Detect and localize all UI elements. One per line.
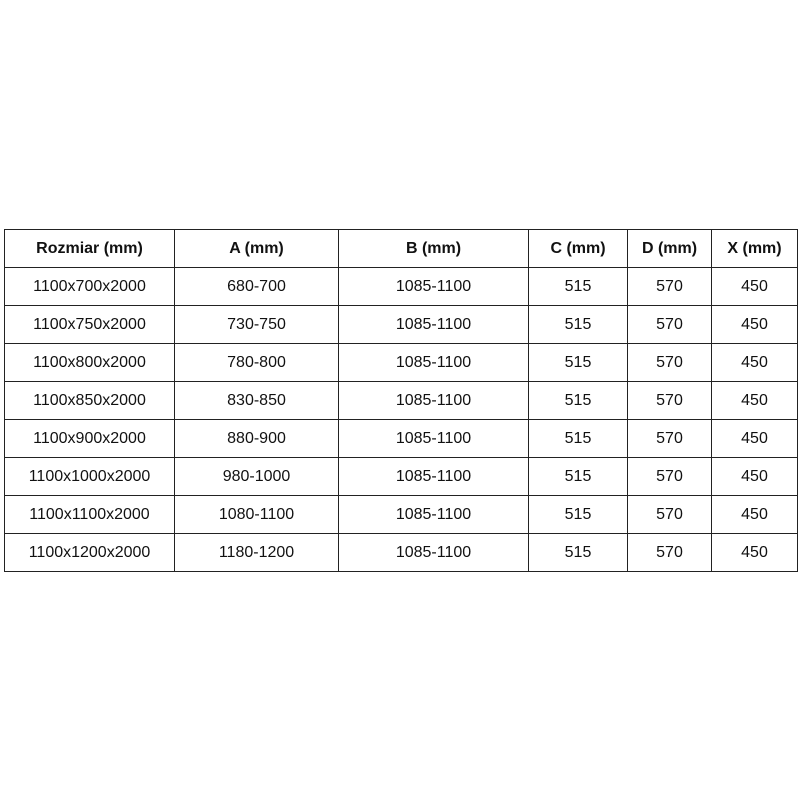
table-cell: 450 [711, 533, 798, 572]
table-cell: 1080-1100 [174, 495, 339, 534]
table-cell: 570 [627, 381, 712, 420]
table-cell: 1085-1100 [338, 267, 529, 306]
table-cell: 450 [711, 381, 798, 420]
table-cell: 1085-1100 [338, 457, 529, 496]
table-row: 1100x1100x2000 1080-1100 1085-1100 515 570 45… [4, 495, 798, 534]
table-cell: 515 [528, 419, 628, 458]
table-cell: 880-900 [174, 419, 339, 458]
table-cell: 450 [711, 305, 798, 344]
table-cell: 450 [711, 419, 798, 458]
table-cell: 1100x1000x2000 [4, 457, 175, 496]
table-cell: 515 [528, 343, 628, 382]
table-cell: 1085-1100 [338, 343, 529, 382]
table-row: 1100x900x2000 880-900 1085-1100 515 570 450 [4, 419, 798, 458]
column-header: D (mm) [627, 229, 712, 268]
table-cell: 1085-1100 [338, 419, 529, 458]
table-row: 1100x850x2000 830-850 1085-1100 515 570 450 [4, 381, 798, 420]
table-row: 1100x800x2000 780-800 1085-1100 515 570 450 [4, 343, 798, 382]
table-cell: 1100x1100x2000 [4, 495, 175, 534]
dimensions-table: Rozmiar (mm) A (mm) B (mm) C (mm) D (mm) X (m… [4, 229, 798, 572]
table-row: 1100x750x2000 730-750 1085-1100 515 570 450 [4, 305, 798, 344]
table-cell: 1100x1200x2000 [4, 533, 175, 572]
column-header: X (mm) [711, 229, 798, 268]
table-cell: 1085-1100 [338, 305, 529, 344]
column-header: Rozmiar (mm) [4, 229, 175, 268]
table-cell: 450 [711, 457, 798, 496]
column-header: C (mm) [528, 229, 628, 268]
table-cell: 1085-1100 [338, 381, 529, 420]
table-cell: 680-700 [174, 267, 339, 306]
table-cell: 515 [528, 267, 628, 306]
table-cell: 570 [627, 457, 712, 496]
table-cell: 1100x700x2000 [4, 267, 175, 306]
table-cell: 515 [528, 305, 628, 344]
table-cell: 1100x900x2000 [4, 419, 175, 458]
table-cell: 570 [627, 419, 712, 458]
table-row: 1100x1200x2000 1180-1200 1085-1100 515 570 45… [4, 533, 798, 572]
table-cell: 515 [528, 495, 628, 534]
table-cell: 450 [711, 495, 798, 534]
table-cell: 450 [711, 343, 798, 382]
column-header: A (mm) [174, 229, 339, 268]
table-cell: 570 [627, 305, 712, 344]
table-cell: 1085-1100 [338, 495, 529, 534]
table-cell: 515 [528, 457, 628, 496]
table-row: 1100x700x2000 680-700 1085-1100 515 570 450 [4, 267, 798, 306]
table-cell: 515 [528, 533, 628, 572]
table-cell: 570 [627, 267, 712, 306]
table-cell: 570 [627, 495, 712, 534]
table-cell: 780-800 [174, 343, 339, 382]
table-cell: 450 [711, 267, 798, 306]
table-cell: 980-1000 [174, 457, 339, 496]
table-cell: 1100x800x2000 [4, 343, 175, 382]
column-header: B (mm) [338, 229, 529, 268]
table-cell: 1180-1200 [174, 533, 339, 572]
table-row: 1100x1000x2000 980-1000 1085-1100 515 570 450 [4, 457, 798, 496]
table-cell: 570 [627, 533, 712, 572]
table-cell: 730-750 [174, 305, 339, 344]
table-cell: 830-850 [174, 381, 339, 420]
table-cell: 1100x750x2000 [4, 305, 175, 344]
table-cell: 1085-1100 [338, 533, 529, 572]
header-row: Rozmiar (mm) A (mm) B (mm) C (mm) D (mm) X (m… [4, 229, 798, 268]
table-cell: 515 [528, 381, 628, 420]
table-cell: 570 [627, 343, 712, 382]
table-cell: 1100x850x2000 [4, 381, 175, 420]
